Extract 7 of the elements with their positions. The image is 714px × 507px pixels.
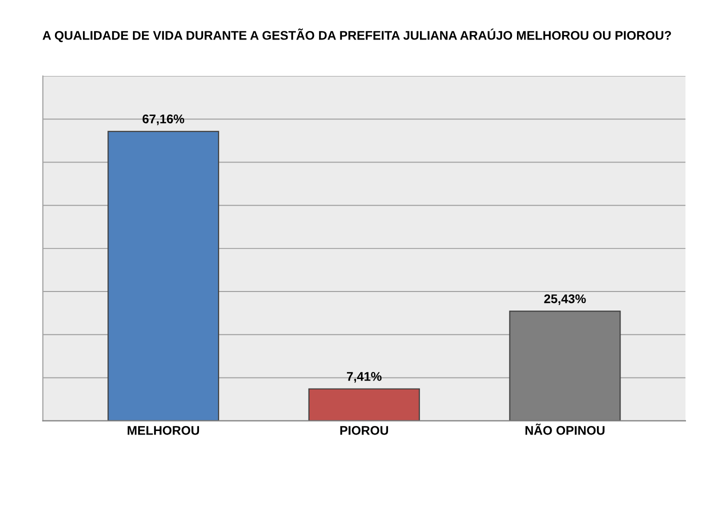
x-tick-label: NÃO OPINOU <box>526 424 604 435</box>
x-tick-label: PIOROU <box>340 426 388 435</box>
data-label: 7,41% <box>346 372 382 383</box>
data-label: 25,43% <box>544 294 586 306</box>
x-tick-label: MELHOROU <box>128 426 200 435</box>
chart-title: A QUALIDADE DE VIDA DURANTE A GESTÃO DA PREFEITA JULIANA ARAÚJO MELHOROU OU PIOROU? <box>42 28 671 42</box>
data-label: 67,16% <box>142 114 184 126</box>
